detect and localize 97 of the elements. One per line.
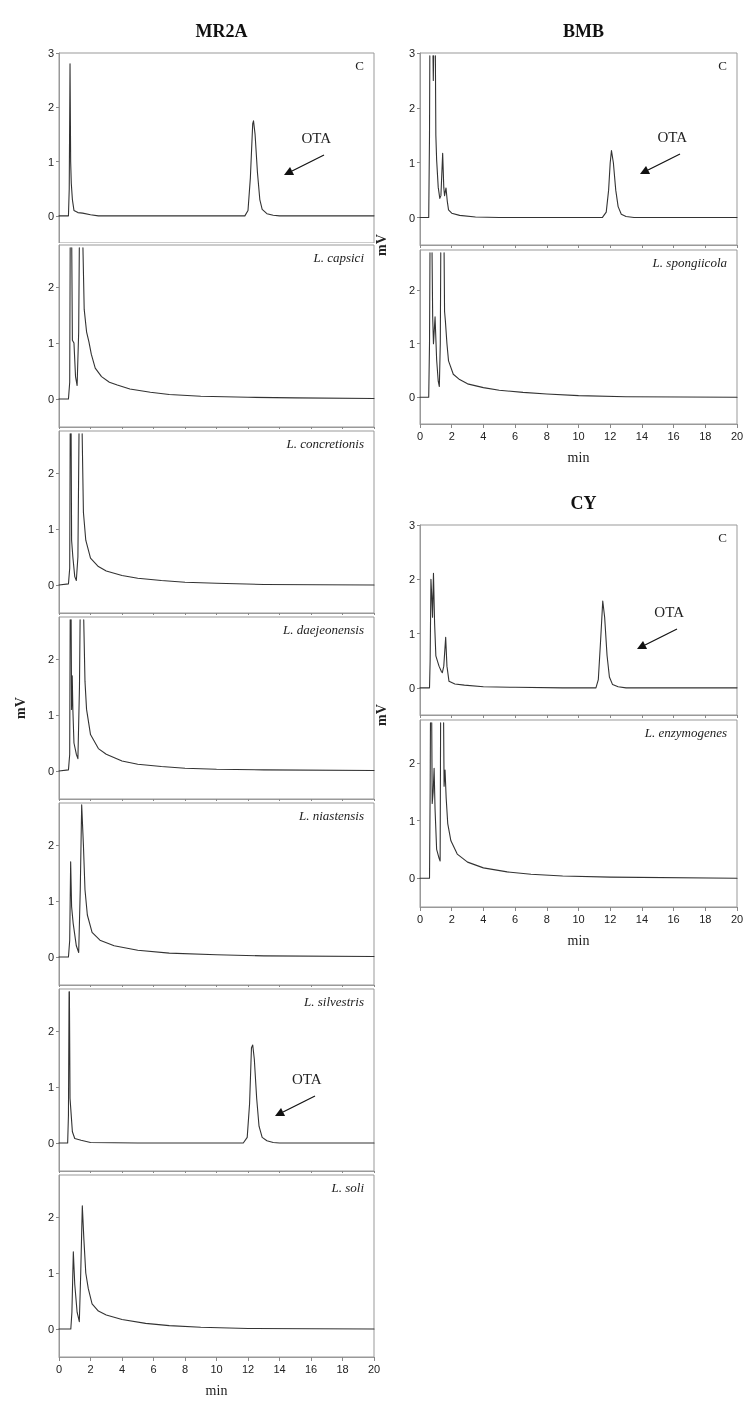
x-axis-title: min	[567, 932, 590, 948]
y-tick-label: 0	[47, 1323, 54, 1335]
y-axis-title: mV	[13, 696, 29, 721]
y-tick-label: 2	[47, 281, 54, 293]
x-tick-label: 12	[241, 1362, 255, 1375]
x-tick-label: 12	[604, 429, 617, 442]
y-tick-label: 2	[47, 839, 54, 851]
chart-title: MR2A	[195, 21, 248, 41]
y-tick-label: 2	[408, 284, 415, 297]
x-tick-label: 14	[635, 429, 649, 442]
x-tick-label: 0	[55, 1362, 63, 1375]
y-tick-label: 0	[408, 391, 415, 404]
y-tick-label: 1	[47, 709, 54, 721]
x-tick-label: 0	[416, 429, 424, 442]
y-tick-label: 1	[408, 337, 415, 350]
y-tick-label: 0	[408, 872, 415, 885]
annotation: L. concretionis	[285, 436, 364, 451]
x-tick-label: 2	[448, 429, 455, 442]
y-tick-label: 0	[47, 393, 54, 405]
y-tick-label: 2	[408, 757, 415, 770]
y-axis-title: mV	[374, 703, 390, 728]
x-tick-label: 8	[181, 1362, 189, 1375]
y-tick-label: 0	[47, 1137, 54, 1149]
line-series	[58, 1205, 375, 1330]
y-tick-label: 3	[47, 47, 54, 59]
x-tick-label: 14	[273, 1362, 286, 1375]
y-tick-label: 1	[408, 814, 415, 827]
y-tick-label: 3	[408, 519, 415, 531]
chart-title: BMB	[562, 21, 605, 41]
chart-title: CY	[570, 493, 597, 513]
annotation: OTA	[654, 604, 685, 621]
x-tick-label: 18	[699, 429, 712, 442]
x-tick-label: 4	[480, 912, 487, 925]
y-tick-label: 2	[47, 1211, 54, 1223]
annotation: L. enzymogenes	[643, 725, 728, 740]
x-tick-label: 20	[367, 1362, 381, 1375]
y-tick-label: 1	[408, 627, 415, 640]
x-tick-label: 20	[730, 429, 744, 442]
annotation: L. soli	[330, 1180, 365, 1195]
x-tick-label: 2	[87, 1362, 94, 1375]
line-series	[419, 572, 738, 689]
annotation: L. silvestris	[303, 994, 365, 1009]
x-tick-label: 10	[572, 429, 585, 442]
y-tick-label: 2	[47, 467, 54, 479]
y-tick-label: 0	[47, 951, 54, 963]
x-tick-label: 8	[543, 429, 550, 442]
annotation: OTA	[291, 1071, 322, 1088]
line-series	[58, 804, 375, 958]
y-tick-label: 1	[47, 523, 54, 535]
y-tick-label: 0	[47, 579, 54, 591]
x-tick-label: 4	[480, 429, 487, 442]
y-tick-label: 0	[408, 681, 415, 694]
y-tick-label: 0	[408, 211, 415, 224]
annotation: C	[718, 58, 727, 73]
y-axis-title: mV	[374, 233, 390, 258]
x-tick-label: 20	[730, 912, 744, 925]
y-tick-label: 2	[47, 653, 54, 665]
y-tick-label: 1	[408, 156, 415, 169]
y-tick-label: 0	[47, 209, 54, 222]
x-tick-label: 6	[150, 1362, 157, 1375]
x-tick-label: 10	[572, 912, 585, 925]
y-tick-label: 2	[408, 573, 415, 586]
x-tick-label: 10	[210, 1362, 223, 1375]
y-tick-label: 3	[408, 47, 415, 59]
annotation: OTA	[301, 129, 332, 146]
annotation: C	[355, 58, 364, 73]
y-tick-label: 1	[47, 1267, 54, 1279]
y-tick-label: 2	[408, 101, 415, 114]
x-tick-label: 12	[604, 912, 617, 925]
annotation: L. daejeonensis	[282, 622, 365, 637]
annotation: L. capsici	[312, 250, 365, 265]
y-tick-label: 1	[47, 1081, 54, 1093]
x-tick-label: 6	[512, 912, 519, 925]
y-tick-label: 1	[47, 337, 54, 349]
x-tick-label: 18	[699, 912, 712, 925]
annotation: L. spongiicola	[651, 255, 728, 270]
x-tick-label: 18	[336, 1362, 349, 1375]
x-tick-label: 8	[543, 912, 550, 925]
y-tick-label: 2	[47, 101, 54, 114]
annotation: L. niastensis	[297, 808, 364, 823]
x-tick-label: 2	[448, 912, 455, 925]
x-tick-label: 4	[118, 1362, 126, 1375]
y-tick-label: 2	[47, 1025, 54, 1037]
x-tick-label: 16	[304, 1362, 318, 1375]
x-tick-label: 16	[667, 912, 680, 925]
annotation: OTA	[657, 128, 688, 145]
line-series	[58, 63, 375, 217]
x-tick-label: 0	[416, 912, 424, 925]
y-tick-label: 1	[47, 155, 54, 168]
y-tick-label: 0	[47, 765, 54, 777]
x-axis-title: min	[205, 1382, 228, 1398]
x-tick-label: 14	[635, 912, 649, 925]
x-tick-label: 16	[667, 429, 680, 442]
annotation: C	[718, 530, 727, 545]
x-tick-label: 6	[512, 429, 519, 442]
y-tick-label: 1	[47, 895, 54, 907]
x-axis-title: min	[567, 449, 590, 465]
